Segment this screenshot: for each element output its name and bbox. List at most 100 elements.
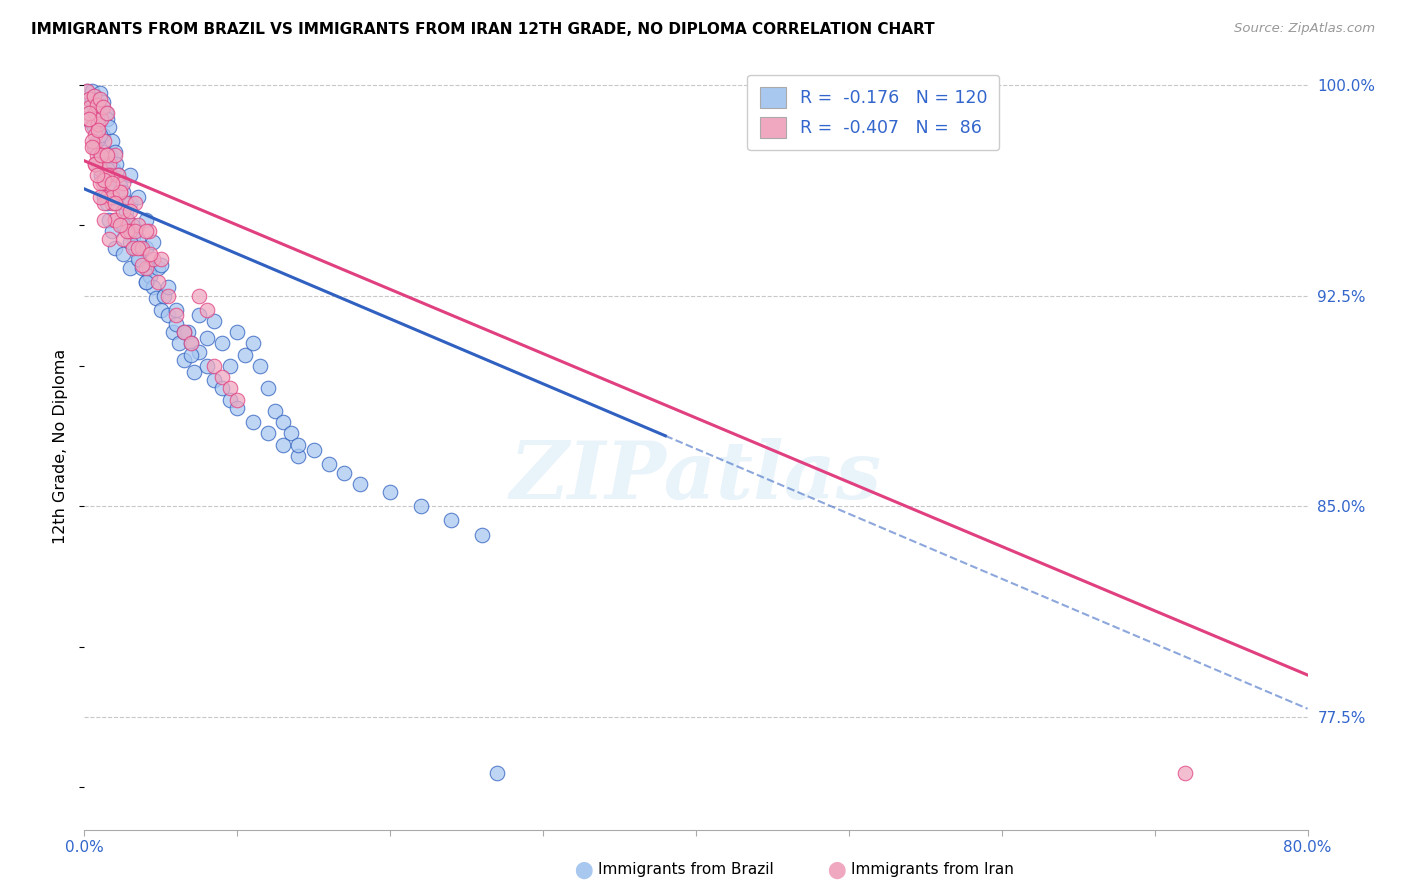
Point xyxy=(101,176,124,190)
Point xyxy=(84,156,107,170)
Point xyxy=(157,309,180,323)
Point xyxy=(86,97,108,112)
Text: Source: ZipAtlas.com: Source: ZipAtlas.com xyxy=(1234,22,1375,36)
Point xyxy=(91,176,114,190)
Point xyxy=(83,140,105,154)
Point xyxy=(89,87,111,101)
Point xyxy=(177,325,200,339)
Point xyxy=(195,331,218,345)
Point xyxy=(77,112,100,126)
Point xyxy=(115,212,138,227)
Point xyxy=(77,106,100,120)
Point xyxy=(218,381,240,395)
Point xyxy=(111,246,134,260)
Point xyxy=(93,134,115,148)
Point xyxy=(104,196,127,211)
Point xyxy=(89,92,111,106)
Text: ⬤: ⬤ xyxy=(574,861,593,879)
Point xyxy=(90,103,112,118)
Point xyxy=(83,100,105,114)
Point xyxy=(318,457,340,471)
Point xyxy=(101,185,124,199)
Point xyxy=(89,190,111,204)
Point xyxy=(242,415,264,429)
Point xyxy=(97,212,120,227)
Point xyxy=(122,229,145,244)
Point xyxy=(96,162,118,177)
Point xyxy=(122,241,145,255)
Point xyxy=(83,120,105,134)
Point xyxy=(120,224,142,238)
Point xyxy=(138,224,160,238)
Point xyxy=(101,179,124,194)
Point xyxy=(124,196,146,211)
Point xyxy=(96,196,118,211)
Point xyxy=(111,176,134,190)
Point xyxy=(91,95,114,109)
Point xyxy=(111,185,134,199)
Point xyxy=(107,168,129,182)
Point xyxy=(105,156,128,170)
Point xyxy=(80,84,103,98)
Point xyxy=(333,466,356,480)
Point xyxy=(121,219,143,233)
Point xyxy=(93,173,115,187)
Point xyxy=(94,176,117,190)
Point xyxy=(107,168,129,182)
Point xyxy=(120,204,142,219)
Point xyxy=(97,156,120,170)
Point xyxy=(145,292,167,306)
Point xyxy=(139,268,162,283)
Point xyxy=(86,168,108,182)
Point xyxy=(112,196,135,211)
Point xyxy=(76,84,98,98)
Point xyxy=(173,325,195,339)
Point xyxy=(104,212,127,227)
Point xyxy=(96,190,118,204)
Point xyxy=(287,449,309,463)
Legend: R =  -0.176   N = 120, R =  -0.407   N =  86: R = -0.176 N = 120, R = -0.407 N = 86 xyxy=(748,75,1000,151)
Point xyxy=(165,309,187,323)
Point xyxy=(96,106,118,120)
Point xyxy=(89,114,111,128)
Text: ZIPatlas: ZIPatlas xyxy=(510,438,882,516)
Point xyxy=(183,365,205,379)
Point xyxy=(180,336,202,351)
Point xyxy=(211,336,233,351)
Point xyxy=(142,235,165,250)
Point xyxy=(104,212,127,227)
Point xyxy=(111,232,134,246)
Point xyxy=(138,260,160,275)
Point xyxy=(114,196,136,211)
Point xyxy=(195,302,218,317)
Point xyxy=(202,373,225,387)
Point xyxy=(90,148,112,162)
Text: Immigrants from Iran: Immigrants from Iran xyxy=(851,863,1014,877)
Point xyxy=(86,134,108,148)
Y-axis label: 12th Grade, No Diploma: 12th Grade, No Diploma xyxy=(53,349,69,543)
Point xyxy=(257,381,280,395)
Point xyxy=(86,112,108,126)
Point xyxy=(202,359,225,373)
Point xyxy=(86,148,108,162)
Point xyxy=(101,190,124,204)
Point xyxy=(84,128,107,143)
Point xyxy=(287,437,309,451)
Point xyxy=(124,241,146,255)
Point xyxy=(97,120,120,134)
Point xyxy=(127,190,149,204)
Point xyxy=(90,112,112,126)
Point xyxy=(80,92,103,106)
Point xyxy=(120,260,142,275)
Point xyxy=(188,288,211,302)
Point xyxy=(226,392,249,407)
Point xyxy=(157,280,180,294)
Point xyxy=(84,106,107,120)
Point xyxy=(93,212,115,227)
Point xyxy=(128,252,150,267)
Point xyxy=(226,401,249,415)
Point xyxy=(188,309,211,323)
Point xyxy=(103,162,125,177)
Text: IMMIGRANTS FROM BRAZIL VS IMMIGRANTS FROM IRAN 12TH GRADE, NO DIPLOMA CORRELATIO: IMMIGRANTS FROM BRAZIL VS IMMIGRANTS FRO… xyxy=(31,22,935,37)
Point xyxy=(89,148,111,162)
